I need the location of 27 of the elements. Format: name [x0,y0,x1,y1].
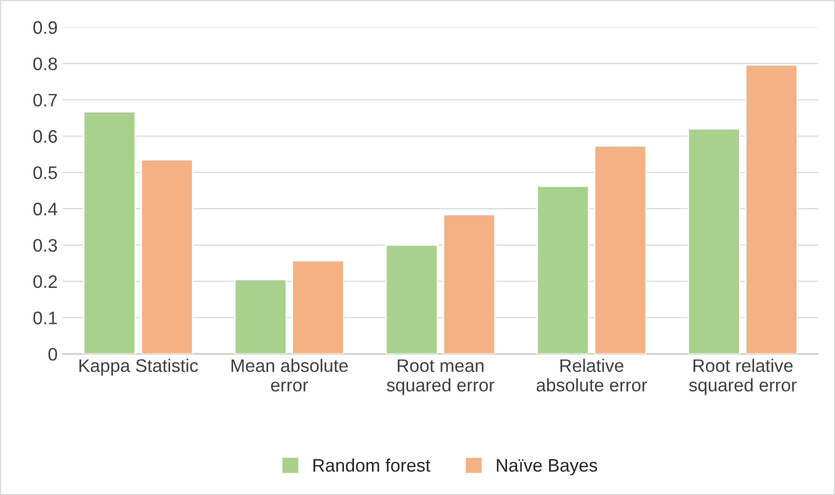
bar [140,159,194,354]
bar [292,260,344,354]
bar [83,111,136,354]
x-tick-label: Relative absolute error [536,358,648,392]
bar [234,278,287,354]
legend-label: Random forest [314,458,430,472]
y-tick-label: 0.2 [33,275,57,288]
bar [385,244,438,354]
y-tick-label: 0.6 [33,130,57,143]
y-tick-label: 0.8 [33,57,57,70]
y-tick-label: 0.7 [33,94,57,107]
x-tick-label: Root relative squared error [689,358,797,396]
bar [688,128,740,354]
x-tick-label: Mean absolute error [232,358,348,392]
y-tick-label: 0 [48,348,58,361]
bar [745,64,798,354]
x-tick-label: Kappa Statistic [79,358,198,376]
y-tick-label: 0.1 [33,312,57,324]
legend-label: Naïve Bayes [496,459,598,476]
y-tick-label: 0.9 [33,21,57,34]
x-tick-label: Root mean squared error [386,359,494,396]
y-tick-label: 0.3 [33,238,57,252]
y-tick-label: 0.5 [33,166,58,180]
bar [442,214,496,354]
bar [594,145,647,354]
bar [536,186,590,354]
y-tick-label: 0.4 [33,202,58,216]
